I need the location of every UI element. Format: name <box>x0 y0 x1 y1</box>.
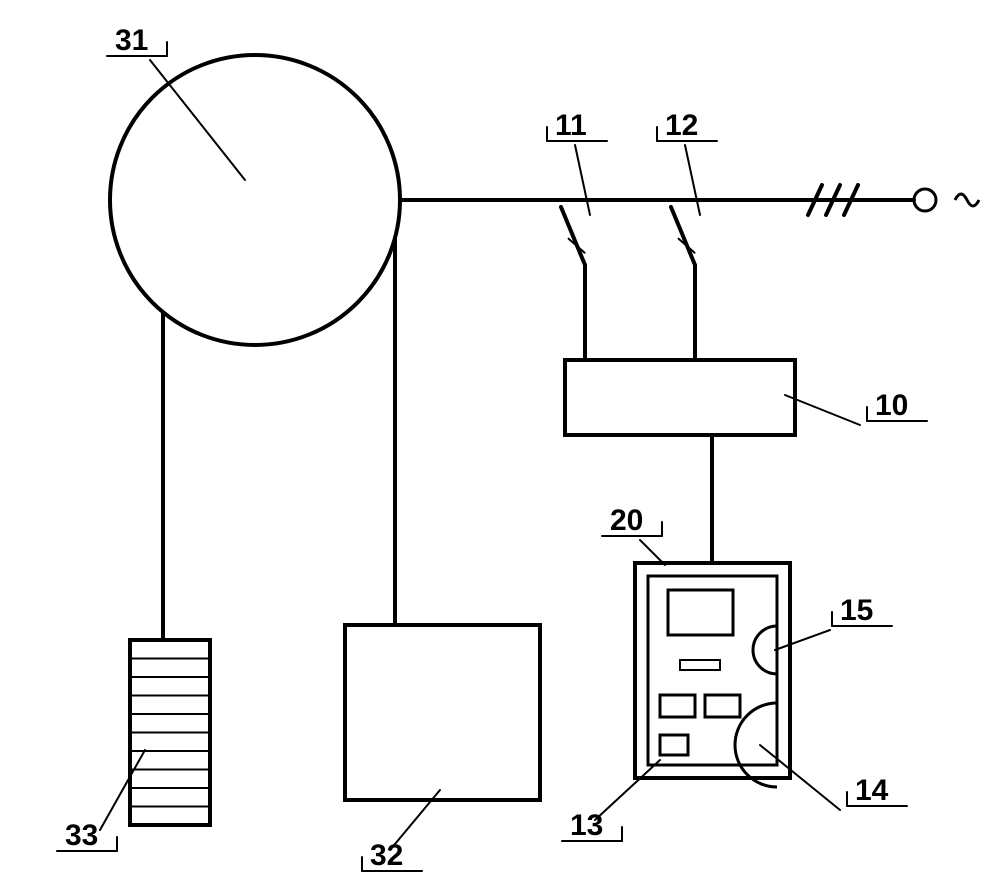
label-n10: 10 <box>875 389 908 422</box>
component-31-wheel <box>110 55 400 345</box>
switch-11-blade <box>561 207 585 265</box>
leader-n12 <box>685 145 700 215</box>
label-n20: 20 <box>610 504 643 537</box>
switch-12-blade <box>671 207 695 265</box>
label-n33: 33 <box>65 819 98 852</box>
leader-n11 <box>575 145 590 215</box>
ac-sine <box>955 194 979 206</box>
component-32 <box>345 625 540 800</box>
leader-n13 <box>595 760 660 820</box>
label-n11: 11 <box>555 109 587 142</box>
label-n13: 13 <box>570 809 603 842</box>
label-n14: 14 <box>855 774 889 807</box>
label-n15: 15 <box>840 594 873 627</box>
label-n32: 32 <box>370 839 403 872</box>
label-n12: 12 <box>665 109 698 142</box>
ac-terminal-ring <box>914 189 936 211</box>
label-n31: 31 <box>115 24 148 57</box>
component-10 <box>565 360 795 435</box>
diagram-canvas: 31 32 33 11 12 10 20 15 14 13 <box>0 0 1000 893</box>
